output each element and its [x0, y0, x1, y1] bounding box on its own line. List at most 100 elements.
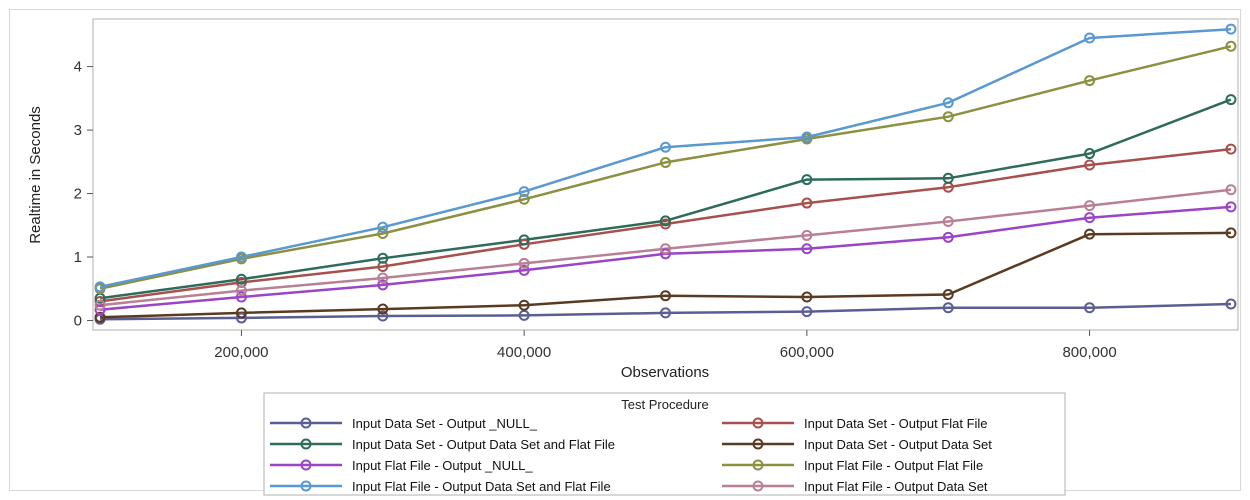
data-point: [518, 309, 530, 321]
x-axis: 200,000 400,000 600,000 800,000: [214, 330, 1117, 361]
data-point: [660, 215, 671, 227]
y-axis-title: Realtime in Seconds: [27, 106, 44, 244]
data-point: [94, 311, 106, 323]
legend: Test Procedure Input Data Set - Output _…: [263, 392, 1066, 496]
legend-swatch-marker: [752, 459, 764, 471]
data-point: [377, 303, 389, 315]
series-line-1: [100, 302, 1231, 321]
series-line-3: [99, 98, 1232, 300]
data-point: [942, 231, 954, 243]
data-point: [1084, 302, 1096, 314]
data-point: [801, 174, 813, 186]
y-tick-label: 4: [74, 59, 82, 76]
x-tick-label: 600,000: [780, 344, 834, 361]
legend-swatch-marker: [300, 438, 312, 450]
data-point: [801, 291, 813, 303]
series-line-6: [99, 45, 1232, 290]
x-tick-label: 200,000: [214, 344, 268, 361]
data-point: [801, 229, 813, 241]
legend-item-label: Input Flat File - Output Data Set: [804, 479, 988, 494]
data-point: [235, 312, 247, 324]
data-point: [377, 279, 389, 291]
legend-swatch-marker: [752, 417, 764, 429]
data-point: [1084, 228, 1096, 240]
data-point: [942, 111, 954, 123]
data-point: [801, 243, 813, 255]
data-point: [1084, 32, 1096, 44]
data-point: [660, 141, 671, 153]
data-point: [942, 97, 954, 109]
x-tick-label: 400,000: [497, 344, 551, 361]
data-point: [801, 306, 813, 318]
y-axis: 0 1 2 3 4: [74, 59, 93, 329]
data-point: [518, 186, 530, 198]
data-point: [1225, 184, 1237, 196]
y-tick-label: 3: [74, 122, 82, 139]
data-point: [660, 290, 671, 302]
data-point: [1084, 148, 1096, 160]
data-point: [1225, 227, 1237, 239]
data-point: [377, 272, 389, 284]
data-point: [1084, 212, 1096, 224]
data-point: [660, 218, 671, 230]
data-point: [942, 302, 954, 314]
data-point: [518, 299, 530, 311]
data-point: [942, 172, 954, 184]
legend-item-label: Input Data Set - Output Data Set: [804, 437, 992, 452]
data-point: [94, 304, 106, 316]
x-axis-title: Observations: [621, 364, 709, 381]
legend-swatch-marker: [300, 480, 312, 492]
data-point: [801, 131, 813, 143]
data-point: [1084, 75, 1096, 87]
data-point: [942, 288, 954, 300]
data-point: [942, 215, 954, 227]
series-line-7: [99, 27, 1231, 289]
data-point: [1225, 201, 1237, 213]
data-point: [235, 285, 247, 297]
legend-item-label: Input Data Set - Output Flat File: [804, 416, 988, 431]
series-markers: [94, 23, 1237, 325]
data-point: [660, 307, 671, 319]
data-point: [660, 248, 671, 260]
legend-box: [263, 392, 1066, 496]
data-point: [235, 291, 247, 303]
data-point: [377, 228, 389, 240]
data-point: [518, 238, 530, 250]
y-tick-label: 0: [74, 312, 82, 329]
data-point: [1084, 159, 1096, 171]
series-line-4: [100, 231, 1231, 319]
data-point: [377, 310, 389, 322]
data-point: [518, 234, 530, 246]
data-point: [660, 243, 671, 255]
data-point: [1225, 298, 1237, 310]
data-point: [94, 281, 106, 293]
legend-item-label: Input Flat File - Output Flat File: [804, 458, 983, 473]
y-tick-label: 1: [74, 249, 82, 266]
data-point: [1084, 200, 1096, 212]
data-point: [801, 197, 813, 209]
legend-swatch-marker: [300, 459, 312, 471]
data-point: [1225, 94, 1237, 106]
legend-swatch-marker: [752, 438, 764, 450]
data-point: [518, 264, 530, 276]
data-point: [235, 251, 247, 263]
data-point: [518, 257, 530, 269]
series-line-2: [99, 147, 1232, 303]
x-tick-label: 800,000: [1062, 344, 1116, 361]
data-point: [94, 299, 106, 311]
data-point: [235, 273, 247, 285]
data-point: [660, 156, 671, 168]
legend-item-label: Input Flat File - Output _NULL_: [352, 458, 533, 473]
legend-swatch-marker: [752, 480, 764, 492]
legend-swatch-marker: [300, 417, 312, 429]
data-point: [518, 193, 530, 205]
data-point: [377, 252, 389, 264]
legend-item-label: Input Data Set - Output _NULL_: [352, 416, 538, 431]
legend-item-label: Input Data Set - Output Data Set and Fla…: [352, 437, 615, 452]
data-point: [235, 307, 247, 319]
legend-title: Test Procedure: [621, 397, 708, 412]
data-point: [1225, 143, 1237, 155]
legend-item-label: Input Flat File - Output Data Set and Fl…: [352, 479, 611, 494]
data-point: [1225, 23, 1237, 35]
